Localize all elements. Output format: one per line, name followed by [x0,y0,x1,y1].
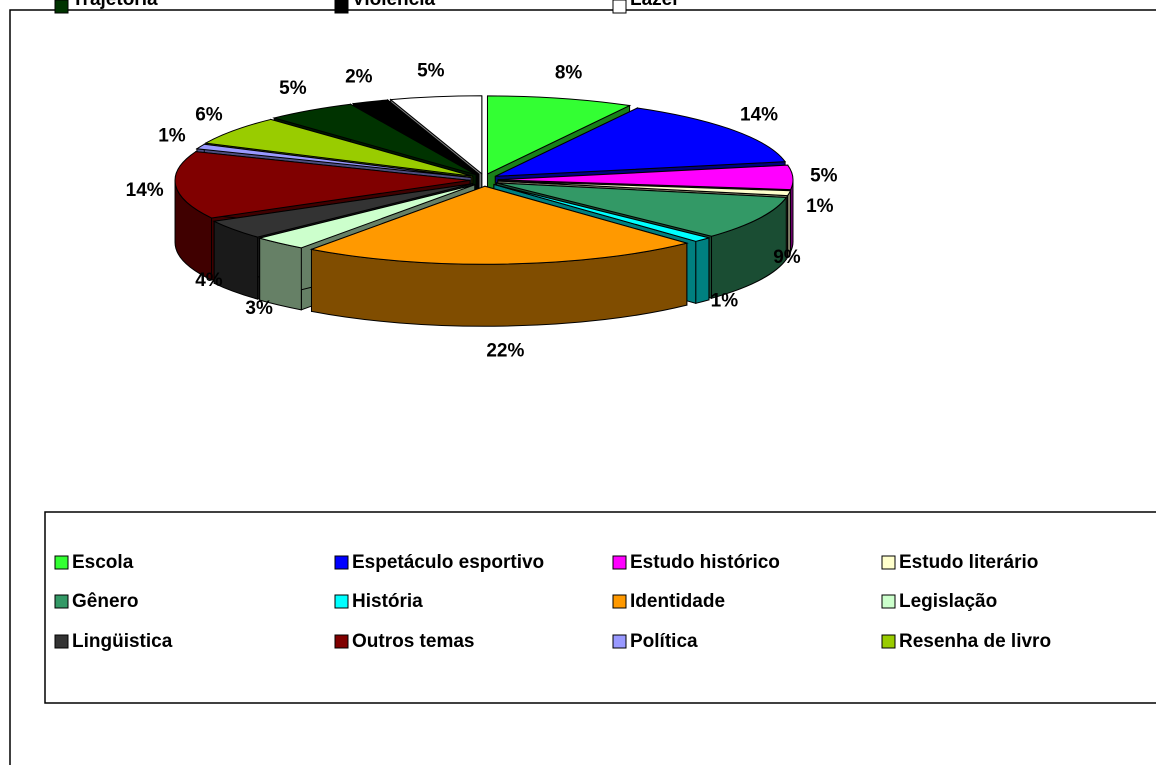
legend-swatch [612,634,627,649]
legend-label: Lingüistica [72,631,173,652]
legend: Escola Espetáculo esportivo Estudo históri… [54,0,1051,652]
legend-label: Escola [72,552,134,573]
pie: 8% 14% 5% 1% 9% 1% 22% 3% 4% 14% 1% 6% 5% 2% 5% [126,60,838,361]
legend-swatch [54,634,69,649]
data-label: 1% [158,125,186,146]
data-label: 5% [810,166,838,187]
data-label: 1% [806,196,834,217]
slice [389,95,483,175]
legend-swatch [334,0,349,14]
data-label: 1% [711,291,739,312]
legend-swatch [334,555,349,570]
legend-label: História [352,591,423,612]
data-label: 14% [126,180,164,201]
slice [204,118,473,177]
legend-swatch [612,594,627,609]
data-label: 5% [417,60,445,81]
legend-label: Trajetória [72,0,158,10]
legend-swatch [334,594,349,609]
slice [497,164,794,191]
legend-label: Resenha de livro [899,631,1051,652]
legend-label: Estudo literário [899,552,1038,573]
slice [497,180,792,197]
slice [351,99,480,175]
legend-label: Política [630,631,698,652]
legend-label: Gênero [72,591,139,612]
slice [195,143,472,178]
legend-label: Legislação [899,591,997,612]
legend-swatch [612,555,627,570]
legend-label: Espetáculo esportivo [352,552,544,573]
slice-side [695,237,710,304]
legend-label: Violência [352,0,436,10]
data-label: 9% [773,247,801,268]
slice [495,107,787,177]
slice [257,184,475,249]
legend-swatch [54,0,69,14]
data-label: 22% [486,341,524,362]
legend-label: Estudo histórico [630,552,780,573]
slice [486,95,632,175]
legend-swatch [54,594,69,609]
data-label: 6% [195,104,223,125]
data-label: 8% [555,62,583,83]
data-label: 2% [345,67,373,88]
data-label: 4% [195,270,223,291]
slice [212,183,473,238]
legend-swatch [612,0,627,14]
legend-swatch [334,634,349,649]
legend-swatch [881,555,896,570]
slice [309,185,689,265]
legend-box [44,511,1156,704]
legend-label: Outros temas [352,631,474,652]
slice [496,182,788,237]
slice [309,185,689,327]
legend-swatch [881,634,896,649]
legend-label: Lazer [630,0,680,10]
slice [493,183,711,242]
slice [174,151,471,219]
slice [272,103,477,176]
data-label: 5% [279,78,307,99]
legend-swatch [54,555,69,570]
data-label: 3% [245,298,273,319]
legend-swatch [881,594,896,609]
legend-label: Identidade [630,591,725,612]
data-label: 14% [740,104,778,125]
